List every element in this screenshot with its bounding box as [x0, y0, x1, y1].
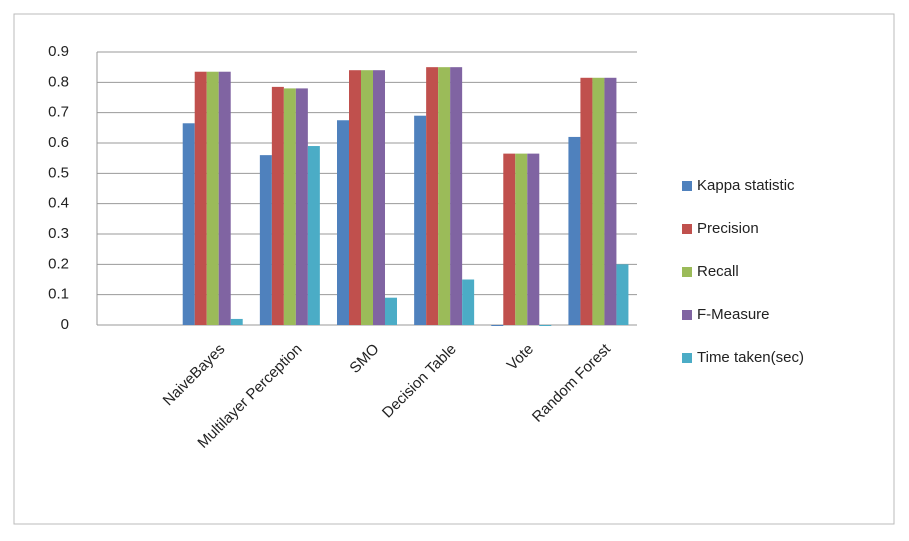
bar	[230, 318, 243, 325]
bar	[604, 77, 617, 326]
y-tick-label: 0.5	[48, 164, 69, 181]
bar	[580, 77, 593, 326]
y-tick-label: 0.4	[48, 195, 69, 212]
y-tick-label: 0	[61, 316, 69, 333]
bar	[194, 71, 207, 325]
bar	[515, 153, 528, 325]
bar	[450, 67, 463, 326]
legend-label: Kappa statistic	[697, 177, 795, 194]
bar	[491, 325, 504, 326]
legend-swatch	[682, 310, 692, 320]
bar	[414, 115, 427, 325]
bar	[426, 67, 439, 326]
y-tick-label: 0.8	[48, 73, 69, 90]
bar	[568, 136, 581, 325]
y-tick-label: 0.3	[48, 225, 69, 242]
bar	[349, 70, 361, 325]
bar	[592, 77, 605, 326]
bar	[218, 71, 231, 325]
bar	[295, 88, 308, 326]
bar	[271, 86, 284, 325]
bar	[539, 325, 552, 326]
bar	[527, 153, 540, 325]
y-tick-label: 0.2	[48, 255, 69, 272]
bar	[462, 279, 475, 325]
bar	[259, 155, 272, 325]
bar	[385, 297, 397, 325]
bar	[503, 153, 516, 325]
bar	[373, 70, 385, 325]
legend-label: F-Measure	[697, 306, 770, 323]
bar	[283, 88, 296, 326]
legend-swatch	[682, 224, 692, 234]
bar	[361, 70, 373, 325]
bar	[337, 120, 349, 325]
y-tick-label: 0.7	[48, 104, 69, 121]
legend-label: Recall	[697, 263, 739, 280]
legend-swatch	[682, 267, 692, 277]
legend-label: Precision	[697, 220, 759, 237]
y-tick-label: 0.9	[48, 43, 69, 60]
legend-swatch	[682, 181, 692, 191]
bar	[307, 146, 320, 325]
legend-swatch	[682, 353, 692, 363]
bar	[438, 67, 451, 326]
bar	[182, 123, 195, 326]
bar	[206, 71, 219, 325]
y-tick-label: 0.6	[48, 134, 69, 151]
legend-label: Time taken(sec)	[697, 349, 804, 366]
y-tick-label: 0.1	[48, 286, 69, 303]
bar	[616, 264, 629, 325]
